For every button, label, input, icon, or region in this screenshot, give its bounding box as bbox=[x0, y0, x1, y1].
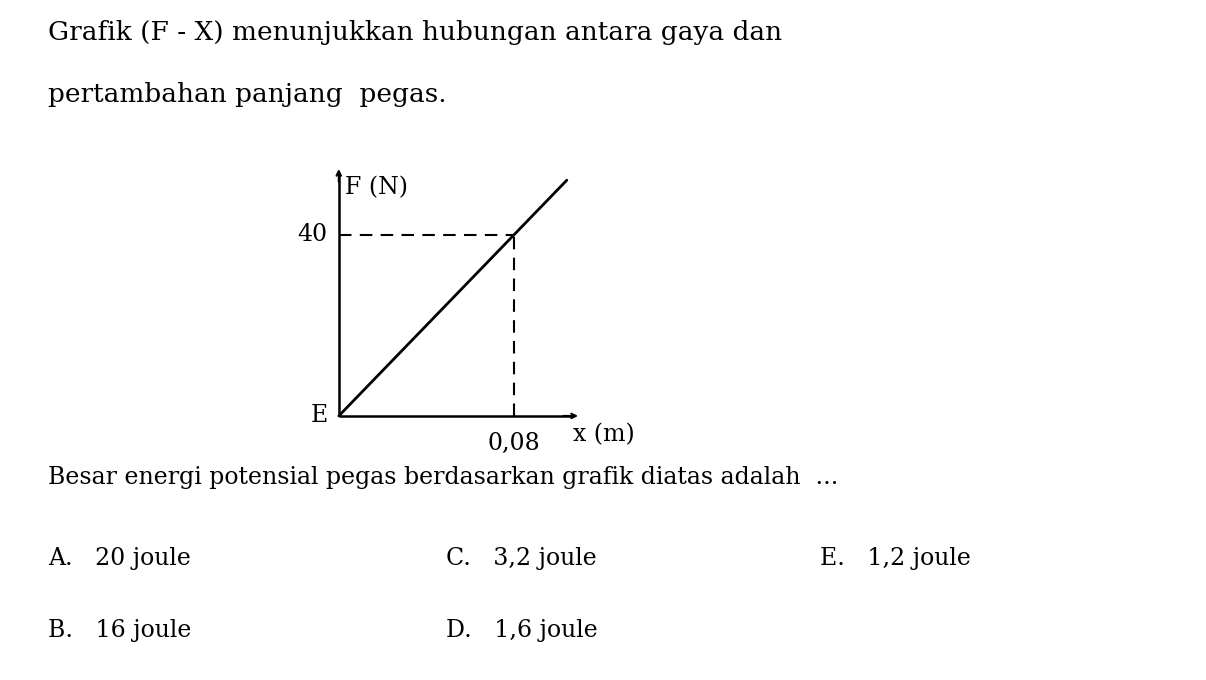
Text: 0,08: 0,08 bbox=[487, 432, 540, 455]
Text: Grafik (F - X) menunjukkan hubungan antara gaya dan: Grafik (F - X) menunjukkan hubungan anta… bbox=[48, 20, 783, 46]
Text: B.   16 joule: B. 16 joule bbox=[48, 619, 192, 642]
Text: C.   3,2 joule: C. 3,2 joule bbox=[446, 547, 597, 571]
Text: pertambahan panjang  pegas.: pertambahan panjang pegas. bbox=[48, 82, 447, 107]
Text: Besar energi potensial pegas berdasarkan grafik diatas adalah  ...: Besar energi potensial pegas berdasarkan… bbox=[48, 466, 838, 489]
Text: A.   20 joule: A. 20 joule bbox=[48, 547, 191, 571]
Text: 40: 40 bbox=[298, 223, 328, 246]
Text: x (m): x (m) bbox=[573, 423, 636, 445]
Text: E: E bbox=[311, 405, 328, 428]
Text: D.   1,6 joule: D. 1,6 joule bbox=[446, 619, 598, 642]
Text: E.   1,2 joule: E. 1,2 joule bbox=[820, 547, 971, 571]
Text: F (N): F (N) bbox=[345, 177, 409, 200]
